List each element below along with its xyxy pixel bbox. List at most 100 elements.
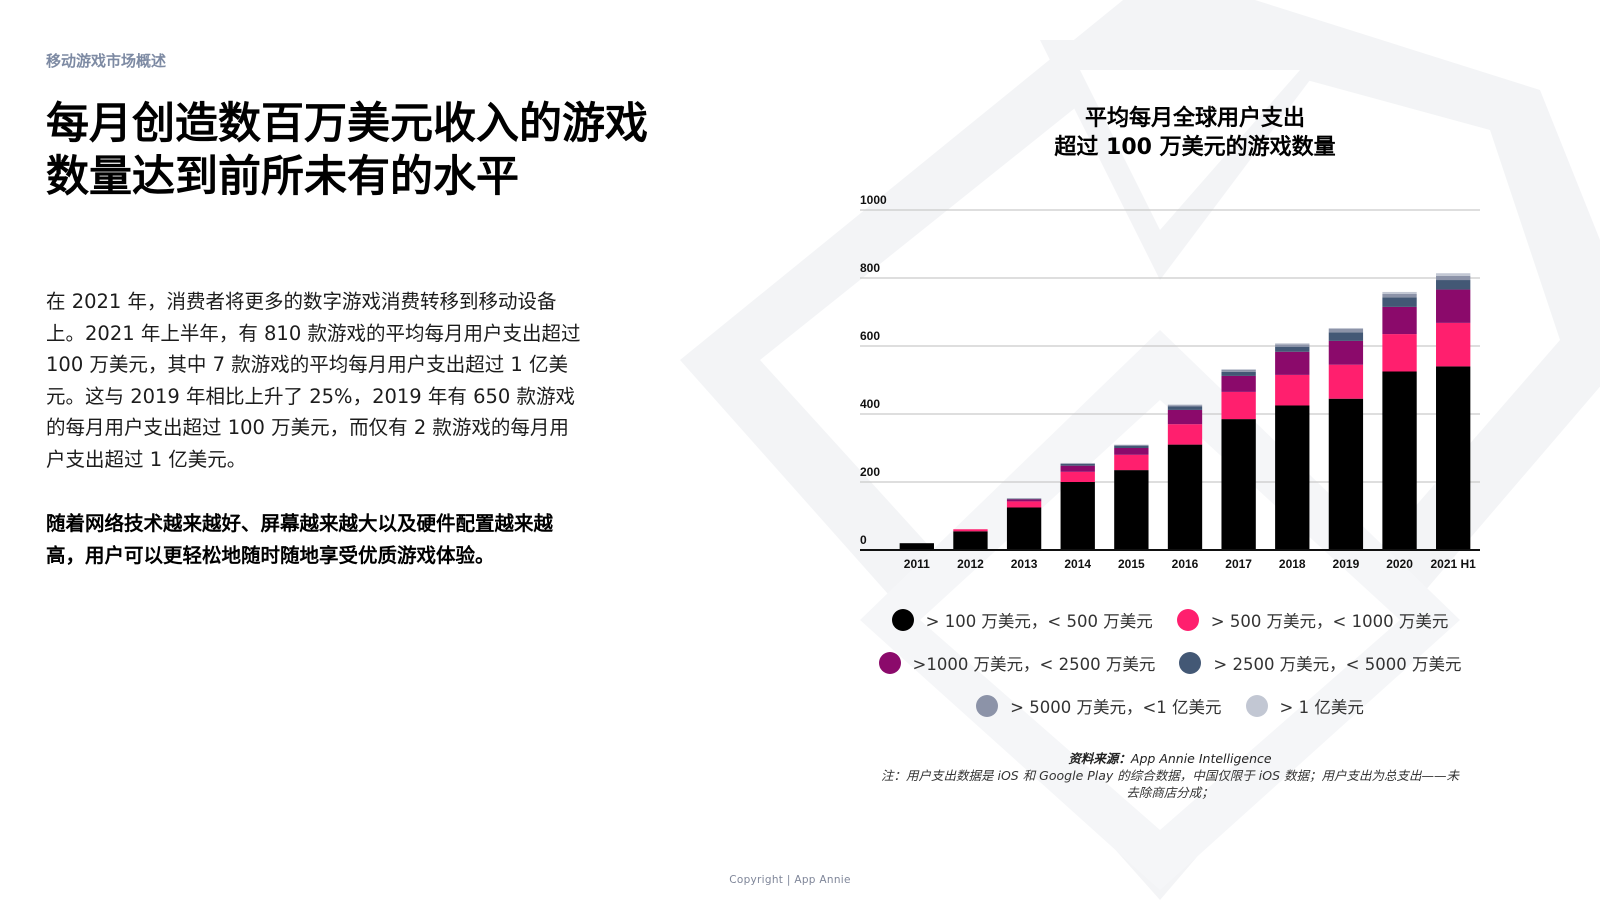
legend-label-tier-4: > 2500 万美元，< 5000 万美元 xyxy=(1213,654,1462,674)
bar-segment xyxy=(1328,327,1364,329)
bar-segment xyxy=(1060,463,1095,464)
bar-segment xyxy=(1221,371,1256,376)
bar-segment xyxy=(1436,273,1471,276)
bar-segment xyxy=(1006,499,1042,502)
legend-label-tier-1: > 100 万美元，< 500 万美元 xyxy=(925,611,1153,631)
legend-label-tier-5: > 5000 万美元，<1 亿美元 xyxy=(1010,697,1222,717)
chart-title-line-1: 平均每月全球用户支出 xyxy=(1084,106,1305,131)
bar-segment xyxy=(1006,501,1042,508)
y-tick-label: 200 xyxy=(860,465,880,479)
bar-segment xyxy=(1167,409,1203,425)
bar-segment xyxy=(1328,340,1364,365)
x-tick-label: 2012 xyxy=(957,557,984,571)
stacked-bar-chart: 0 200 400 600 800 1000 2011 2012 2013 2014 2015 201… xyxy=(860,193,1480,571)
legend-swatch-tier-6 xyxy=(1245,694,1268,717)
legend-label-tier-6: > 1 亿美元 xyxy=(1279,697,1364,717)
y-tick-label: 400 xyxy=(860,397,880,411)
bar-segment xyxy=(1382,291,1417,294)
legend-swatch-tier-5 xyxy=(976,694,999,717)
legend-item-tier-1: > 100 万美元，< 500 万美元 xyxy=(891,608,1153,632)
legend-item-tier-3: >1000 万美元，< 2500 万美元 xyxy=(878,651,1156,675)
bar-segment xyxy=(1114,448,1149,455)
bar-segment xyxy=(1114,470,1149,550)
bar-segment xyxy=(1382,334,1417,372)
y-tick-label: 800 xyxy=(860,261,880,275)
x-tick-label: 2015 xyxy=(1118,557,1145,571)
source-label: 资料来源： xyxy=(1068,751,1131,766)
bar-segment xyxy=(1328,329,1364,333)
bar-segment xyxy=(1221,369,1256,372)
legend-swatch-tier-4 xyxy=(1179,651,1202,674)
bar-segment xyxy=(1328,332,1364,341)
bar-segment xyxy=(1167,424,1203,445)
x-tick-label: 2013 xyxy=(1011,557,1038,571)
x-tick-label: 2017 xyxy=(1225,557,1252,571)
bar-segment xyxy=(1060,465,1095,472)
bar-segment xyxy=(1382,297,1417,307)
page-headline: 每月创造数百万美元收入的游戏数量达到前所未有的水平 xyxy=(46,99,648,202)
bar-segment xyxy=(1167,444,1203,550)
bar-segment xyxy=(1436,366,1471,550)
source-line: 资料来源：App Annie Intelligence xyxy=(880,750,1460,767)
chart-source: 资料来源：App Annie Intelligence 注：用户支出数据是 iO… xyxy=(880,750,1460,801)
y-tick-label: 600 xyxy=(860,329,880,343)
bar-segment xyxy=(1167,404,1203,406)
body-paragraph: 在 2021 年，消费者将更多的数字游戏消费转移到移动设备上。2021 年上半年… xyxy=(46,290,581,471)
bar-segment xyxy=(1382,306,1417,335)
legend-label-tier-3: >1000 万美元，< 2500 万美元 xyxy=(912,654,1156,674)
bar-segment xyxy=(1382,293,1417,298)
bar-segment xyxy=(1436,280,1471,290)
bar-segment xyxy=(1436,322,1471,367)
legend-item-tier-5: > 5000 万美元，<1 亿美元 xyxy=(976,694,1222,718)
x-tick-label: 2020 xyxy=(1386,557,1413,571)
bar-segment xyxy=(1328,398,1364,550)
bar-segment xyxy=(1275,346,1310,352)
bar-segment xyxy=(1167,406,1203,410)
bar-segment xyxy=(1221,369,1256,370)
legend-swatch-tier-3 xyxy=(878,651,901,674)
legend-item-tier-4: > 2500 万美元，< 5000 万美元 xyxy=(1179,651,1462,675)
x-tick-label: 2021 H1 xyxy=(1430,557,1476,571)
copyright-footer: Copyright | App Annie xyxy=(729,874,851,886)
bar-segment xyxy=(1167,405,1203,407)
x-tick-label: 2014 xyxy=(1064,557,1091,571)
bar-segment xyxy=(1275,351,1310,375)
legend-row: > 5000 万美元，<1 亿美元 > 1 亿美元 xyxy=(860,684,1480,727)
chart-legend: > 100 万美元，< 500 万美元 > 500 万美元，< 1000 万美元… xyxy=(860,598,1480,727)
bar-segment xyxy=(1221,419,1256,550)
legend-swatch-tier-2 xyxy=(1176,608,1199,631)
legend-swatch-tier-1 xyxy=(891,608,914,631)
bar-segment xyxy=(1275,374,1310,406)
bar-segment xyxy=(1328,364,1364,399)
x-tick-label: 2018 xyxy=(1279,557,1306,571)
bar-segment xyxy=(1275,405,1310,550)
legend-item-tier-2: > 500 万美元，< 1000 万美元 xyxy=(1176,608,1449,632)
legend-item-tier-6: > 1 亿美元 xyxy=(1245,694,1364,718)
bar-segment xyxy=(899,543,934,550)
x-tick-label: 2019 xyxy=(1333,557,1360,571)
body-highlight: 随着网络技术越来越好、屏幕越来越大以及硬件配置越来越高，用户可以更轻松地随时随地… xyxy=(46,512,554,567)
bar-segment xyxy=(1221,375,1256,392)
chart-title-line-2: 超过 100 万美元的游戏数量 xyxy=(1054,135,1336,160)
x-tick-label: 2016 xyxy=(1172,557,1199,571)
y-tick-label: 1000 xyxy=(860,193,887,207)
bar-segment xyxy=(953,529,988,532)
bar-segment xyxy=(1060,471,1095,482)
bar-segment xyxy=(1060,482,1095,550)
bar-segment xyxy=(1275,343,1310,345)
legend-row: >1000 万美元，< 2500 万美元 > 2500 万美元，< 5000 万… xyxy=(860,641,1480,684)
source-value: App Annie Intelligence xyxy=(1130,751,1272,766)
bar-segment xyxy=(1382,371,1417,550)
section-label: 移动游戏市场概述 xyxy=(46,52,167,70)
bar-segment xyxy=(1114,445,1149,448)
legend-row: > 100 万美元，< 500 万美元 > 500 万美元，< 1000 万美元 xyxy=(860,598,1480,641)
bar-segment xyxy=(1114,454,1149,471)
bar-segment xyxy=(1221,391,1256,420)
x-tick-label: 2011 xyxy=(904,557,930,571)
legend-label-tier-2: > 500 万美元，< 1000 万美元 xyxy=(1210,611,1449,631)
bar-segment xyxy=(1006,498,1042,500)
bar-segment xyxy=(1060,463,1095,466)
chart-title: 平均每月全球用户支出 超过 100 万美元的游戏数量 xyxy=(950,104,1440,162)
bar-segment xyxy=(1006,507,1042,550)
bar-segment xyxy=(953,531,988,550)
